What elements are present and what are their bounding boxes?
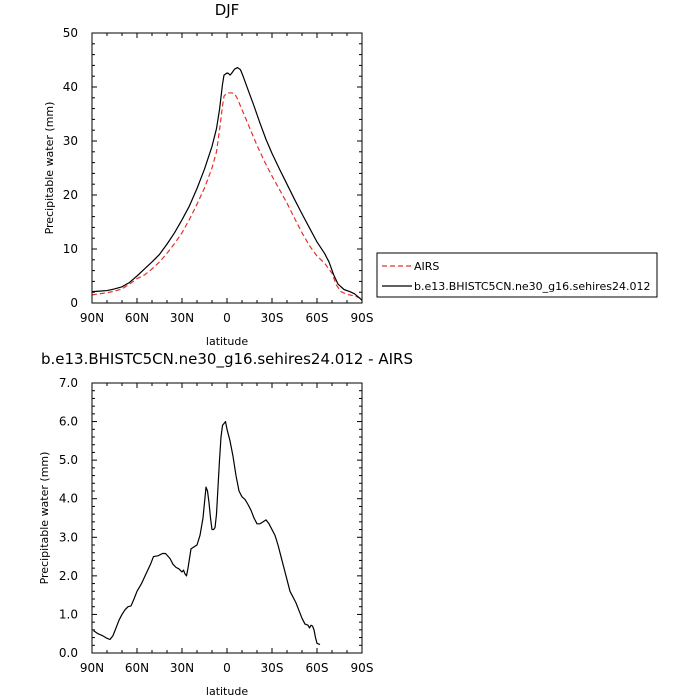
top-series-line-model [91,66,363,301]
top-xtick-label: 60N [125,311,149,325]
legend-box [376,252,658,298]
top-xtick-label: 60S [306,311,329,325]
top-series-line-airs [91,92,363,300]
bottom-ytick-label: 4.0 [59,492,78,506]
top-xtick-label: 30S [261,311,284,325]
bottom-chart-ticks: 90N 60N 30N 0 30S 60S 90S 0.0 1.0 2.0 3.0 4.0 5.0 6.0… [59,376,374,675]
bottom-ytick-label: 0.0 [59,646,78,660]
bottom-chart-series [93,420,321,646]
top-ytick-label: 10 [63,242,78,256]
top-xtick-label: 90N [80,311,104,325]
bottom-chart-frame [91,382,363,654]
bottom-chart-panel: b.e13.BHISTC5CN.ne30_g16.sehires24.012 -… [38,350,413,698]
top-chart-panel: DJF Precipitable water (mm) latitude 90N… [43,1,373,348]
bottom-ytick-label: 3.0 [59,530,78,544]
top-chart-ylabel: Precipitable water (mm) [43,102,56,235]
bottom-chart-title: b.e13.BHISTC5CN.ne30_g16.sehires24.012 -… [41,350,413,369]
top-chart-title: DJF [215,1,240,19]
bottom-ytick-label: 5.0 [59,453,78,467]
top-ytick-label: 40 [63,80,78,94]
top-ytick-label: 20 [63,188,78,202]
bottom-ytick-label: 6.0 [59,415,78,429]
top-chart-xlabel: latitude [206,335,248,348]
bottom-xtick-label: 60S [306,661,329,675]
bottom-xtick-label: 90N [80,661,104,675]
bottom-xtick-label: 0 [223,661,231,675]
bottom-chart-ylabel: Precipitable water (mm) [38,452,51,585]
top-xtick-label: 0 [223,311,231,325]
legend-model-label: b.e13.BHISTC5CN.ne30_g16.sehires24.012 [414,280,650,293]
top-ytick-label: 0 [70,296,78,310]
top-xtick-label: 30N [170,311,194,325]
bottom-xtick-label: 30S [261,661,284,675]
bottom-chart-xlabel: latitude [206,685,248,698]
legend-airs-label: AIRS [414,260,439,273]
bottom-ytick-label: 2.0 [59,569,78,583]
top-chart-series [91,66,363,301]
bottom-ytick-label: 7.0 [59,376,78,390]
top-chart-frame [91,32,363,304]
top-ytick-label: 30 [63,134,78,148]
bottom-xtick-label: 90S [351,661,374,675]
bottom-ytick-label: 1.0 [59,607,78,621]
top-chart-ticks: 90N 60N 30N 0 30S 60S 90S 0 10 20 30 40 50 [63,26,374,325]
bottom-series-line-model [93,420,321,646]
legend: AIRS b.e13.BHISTC5CN.ne30_g16.sehires24.… [376,252,658,298]
top-ytick-label: 50 [63,26,78,40]
bottom-xtick-label: 30N [170,661,194,675]
top-xtick-label: 90S [351,311,374,325]
bottom-xtick-label: 60N [125,661,149,675]
